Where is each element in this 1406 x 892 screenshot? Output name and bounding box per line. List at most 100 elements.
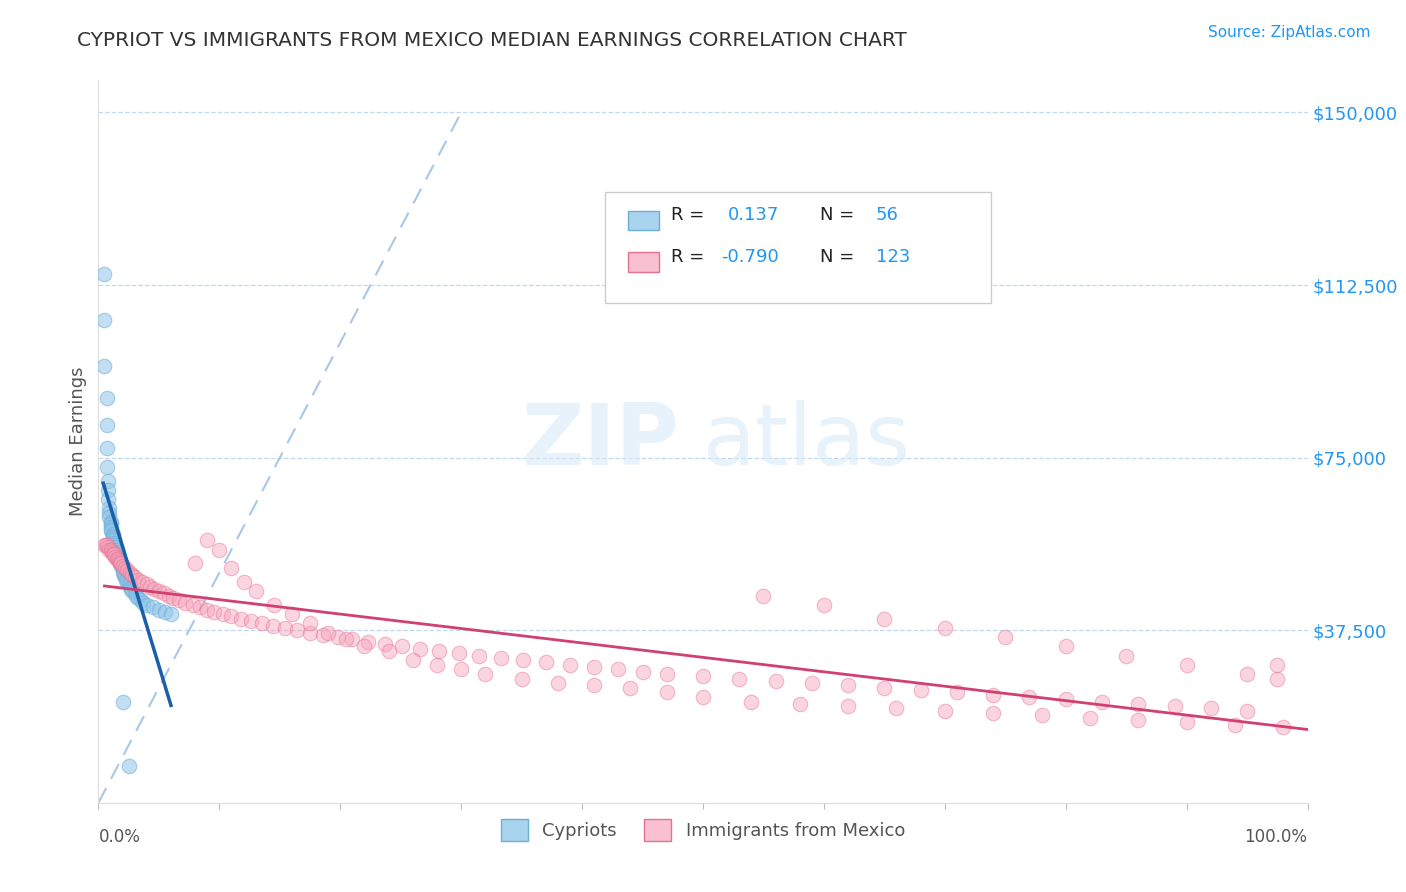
Point (105, 547, 128, 561)
Point (112, 568, 135, 582)
Point (981, 706, 1004, 720)
Point (111, 561, 134, 575)
Point (114, 570, 136, 584)
Point (125, 589, 148, 603)
Legend: Cypriots, Immigrants from Mexico: Cypriots, Immigrants from Mexico (494, 812, 912, 848)
Point (129, 593, 152, 607)
Point (100, 515, 122, 529)
Point (377, 644, 399, 658)
Point (342, 632, 364, 647)
Point (97, 483, 120, 497)
Point (239, 614, 262, 628)
Point (157, 589, 180, 603)
Point (692, 690, 714, 704)
Point (512, 653, 534, 667)
Point (118, 577, 141, 591)
Text: N =: N = (820, 206, 853, 224)
Point (121, 584, 143, 599)
Point (131, 574, 153, 589)
Point (402, 653, 425, 667)
Point (474, 667, 496, 681)
Point (107, 552, 129, 566)
Point (152, 586, 174, 600)
Point (468, 648, 491, 663)
Point (124, 586, 146, 600)
Point (299, 625, 322, 640)
Point (97, 491, 120, 506)
Point (245, 584, 267, 599)
Point (101, 526, 124, 541)
Point (98, 542, 121, 557)
Point (510, 672, 533, 686)
Point (148, 602, 170, 616)
Point (740, 694, 762, 708)
Point (103, 547, 125, 561)
Point (450, 662, 472, 676)
Point (789, 697, 811, 711)
Point (93, 267, 115, 281)
Point (489, 650, 512, 665)
Point (107, 552, 129, 566)
Point (101, 529, 124, 543)
Point (583, 660, 606, 674)
Point (619, 681, 641, 695)
Point (105, 542, 128, 557)
Point (108, 554, 131, 568)
Text: 56: 56 (876, 206, 898, 224)
Point (1236, 667, 1258, 681)
Point (409, 641, 432, 656)
Point (221, 609, 243, 624)
Point (101, 547, 124, 561)
Point (135, 577, 157, 591)
Point (97, 474, 120, 488)
Point (98, 501, 121, 516)
Point (1267, 657, 1289, 672)
Point (127, 573, 149, 587)
Point (107, 549, 129, 564)
Text: atlas: atlas (703, 400, 911, 483)
Point (212, 607, 235, 621)
Point (692, 669, 714, 683)
Point (104, 541, 127, 555)
Text: N =: N = (820, 248, 853, 266)
Point (118, 580, 141, 594)
Point (148, 584, 170, 599)
Point (174, 596, 197, 610)
Point (326, 630, 349, 644)
Point (728, 672, 751, 686)
Point (104, 549, 127, 564)
Point (981, 688, 1004, 702)
Text: CYPRIOT VS IMMIGRANTS FROM MEXICO MEDIAN EARNINGS CORRELATION CHART: CYPRIOT VS IMMIGRANTS FROM MEXICO MEDIAN… (77, 31, 907, 50)
Point (204, 605, 226, 619)
Point (195, 533, 218, 548)
Point (281, 607, 304, 621)
Point (994, 630, 1017, 644)
Point (1018, 690, 1040, 704)
Point (934, 704, 956, 718)
Point (135, 598, 157, 612)
Point (534, 656, 557, 670)
Point (250, 616, 273, 631)
Point (1091, 694, 1114, 708)
Point (142, 600, 165, 615)
Point (353, 640, 375, 654)
Point (195, 602, 218, 616)
Point (114, 561, 136, 575)
Point (160, 607, 183, 621)
Point (115, 573, 138, 587)
Point (447, 646, 470, 660)
Point (93, 359, 115, 373)
Point (357, 634, 380, 648)
Point (111, 563, 134, 577)
Point (100, 519, 122, 533)
Point (873, 681, 896, 695)
Point (1031, 708, 1053, 723)
Point (139, 580, 162, 594)
Point (118, 566, 141, 580)
Point (813, 598, 835, 612)
Point (100, 524, 122, 539)
Text: 123: 123 (876, 248, 910, 266)
Point (631, 665, 654, 679)
Point (111, 566, 134, 580)
Point (124, 570, 146, 584)
